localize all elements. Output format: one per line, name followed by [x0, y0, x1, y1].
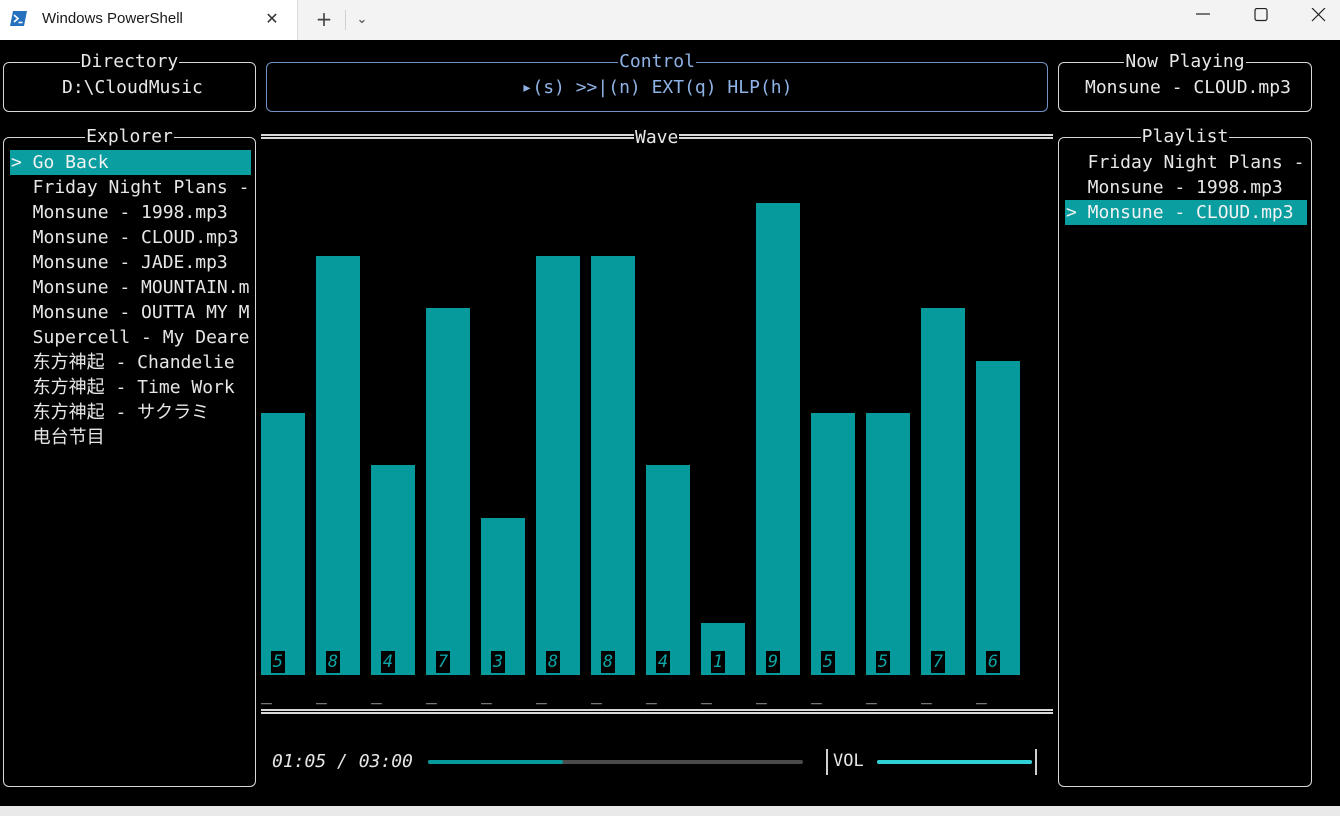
wave-bar-value: 3: [491, 651, 505, 673]
explorer-item[interactable]: 电台节目: [11, 427, 105, 448]
playlist-item[interactable]: > Monsune - CLOUD.mp3: [1065, 200, 1307, 225]
wave-bar: 1: [701, 623, 745, 675]
wave-bar-value: 4: [656, 651, 670, 673]
close-icon: [1311, 8, 1326, 22]
volume-bar[interactable]: [877, 760, 1032, 764]
wave-bar: 5: [866, 413, 910, 675]
wave-bar-value: 7: [931, 651, 945, 673]
wave-bar: 3: [481, 518, 525, 675]
explorer-item[interactable]: Monsune - JADE.mp3: [11, 252, 228, 273]
wave-tick: _: [866, 684, 877, 705]
wave-bar: 8: [316, 256, 360, 675]
explorer-item[interactable]: > Go Back: [10, 150, 251, 175]
progress-bar[interactable]: [428, 760, 803, 764]
playlist-panel: Playlist Friday Night Plans - Monsune - …: [1058, 126, 1312, 787]
directory-path: D:\CloudMusic: [62, 77, 203, 98]
wave-bar-value: 1: [711, 651, 725, 673]
divider: [345, 10, 346, 30]
wave-tick: _: [921, 684, 932, 705]
playlist-item[interactable]: Monsune - 1998.mp3: [1066, 177, 1283, 198]
explorer-item[interactable]: Monsune - CLOUD.mp3: [11, 227, 239, 248]
wave-bar-value: 6: [986, 651, 1000, 673]
wave-tick: _: [426, 684, 437, 705]
wave-bar: 5: [811, 413, 855, 675]
playlist-item[interactable]: Friday Night Plans -: [1066, 152, 1305, 173]
wave-bar-value: 5: [821, 651, 835, 673]
wave-bar-value: 8: [326, 651, 340, 673]
wave-tick: _: [261, 684, 272, 705]
volume-label: VOL: [833, 751, 864, 771]
now-playing-track: Monsune - CLOUD.mp3: [1085, 77, 1291, 98]
now-playing-panel: Now Playing Monsune - CLOUD.mp3: [1058, 51, 1312, 112]
wave-tick: _: [976, 684, 987, 705]
explorer-panel: Explorer > Go Back Friday Night Plans - …: [3, 126, 256, 787]
explorer-item[interactable]: 东方神起 - サクラミ: [11, 402, 210, 423]
wave-tick: _: [701, 684, 712, 705]
explorer-item[interactable]: Friday Night Plans -: [11, 177, 250, 198]
wave-tick: _: [756, 684, 767, 705]
explorer-item[interactable]: Supercell - My Deare: [11, 327, 250, 348]
control-title: Control: [618, 51, 696, 72]
wave-bar-value: 9: [766, 651, 780, 673]
playlist-title: Playlist: [1140, 126, 1230, 147]
wave-tick: _: [536, 684, 547, 705]
wave-bar-value: 4: [381, 651, 395, 673]
playlist-list: Friday Night Plans - Monsune - 1998.mp3 >…: [1065, 150, 1307, 225]
minimize-icon: [1196, 13, 1210, 15]
volume-right-divider: [1035, 749, 1037, 775]
maximize-button[interactable]: [1232, 0, 1290, 32]
wave-bar: 6: [976, 361, 1020, 675]
close-tab-icon[interactable]: ✕: [265, 9, 279, 28]
tab-powershell[interactable]: Windows PowerShell ✕: [0, 0, 298, 40]
wave-tick: _: [316, 684, 327, 705]
wave-bar: 7: [921, 308, 965, 675]
explorer-title: Explorer: [85, 126, 174, 147]
tab-title: Windows PowerShell: [42, 10, 183, 27]
explorer-item[interactable]: Monsune - OUTTA MY M: [11, 302, 250, 323]
volume-fill: [877, 760, 1032, 764]
progress-fill: [428, 760, 563, 764]
wave-bar: 7: [426, 308, 470, 675]
volume-left-divider: [826, 749, 828, 775]
close-window-button[interactable]: [1290, 0, 1340, 32]
directory-title: Directory: [79, 51, 180, 72]
control-keys[interactable]: ▸(s) >>|(n) EXT(q) HLP(h): [521, 77, 793, 98]
playback-time: 01:05 / 03:00: [272, 751, 413, 772]
powershell-icon: [10, 11, 27, 26]
wave-bar: 4: [371, 465, 415, 675]
wave-tick: _: [646, 684, 657, 705]
wave-bar-value: 8: [601, 651, 615, 673]
now-playing-title: Now Playing: [1124, 51, 1246, 72]
title-bar: Windows PowerShell ✕ + ⌄: [0, 0, 1340, 40]
wave-tick: _: [481, 684, 492, 705]
explorer-item[interactable]: 东方神起 - Chandelie: [11, 352, 235, 373]
wave-tick: _: [371, 684, 382, 705]
minimize-button[interactable]: [1174, 0, 1232, 32]
wave-title: Wave: [634, 127, 680, 149]
new-tab-icon[interactable]: +: [315, 7, 333, 31]
explorer-list: > Go Back Friday Night Plans - Monsune -…: [10, 150, 251, 450]
wave-bar: 9: [756, 203, 800, 675]
wave-bar-value: 7: [436, 651, 450, 673]
wave-bar-value: 5: [271, 651, 285, 673]
control-panel: Control ▸(s) >>|(n) EXT(q) HLP(h): [266, 51, 1048, 112]
explorer-item[interactable]: 东方神起 - Time Work: [11, 377, 235, 398]
chevron-down-icon[interactable]: ⌄: [356, 12, 368, 27]
wave-bar: 4: [646, 465, 690, 675]
wave-bar: 5: [261, 413, 305, 675]
explorer-item[interactable]: Monsune - MOUNTAIN.m: [11, 277, 250, 298]
wave-tick: _: [811, 684, 822, 705]
explorer-item[interactable]: Monsune - 1998.mp3: [11, 202, 228, 223]
wave-bar: 8: [536, 256, 580, 675]
wave-bar-value: 8: [546, 651, 560, 673]
wave-bottom-border: [261, 709, 1053, 714]
wave-bar: 8: [591, 256, 635, 675]
wave-bar-value: 5: [876, 651, 890, 673]
directory-panel: Directory D:\CloudMusic: [3, 51, 256, 112]
taskbar-strip: [0, 806, 1340, 816]
maximize-icon: [1254, 8, 1268, 22]
wave-tick: _: [591, 684, 602, 705]
